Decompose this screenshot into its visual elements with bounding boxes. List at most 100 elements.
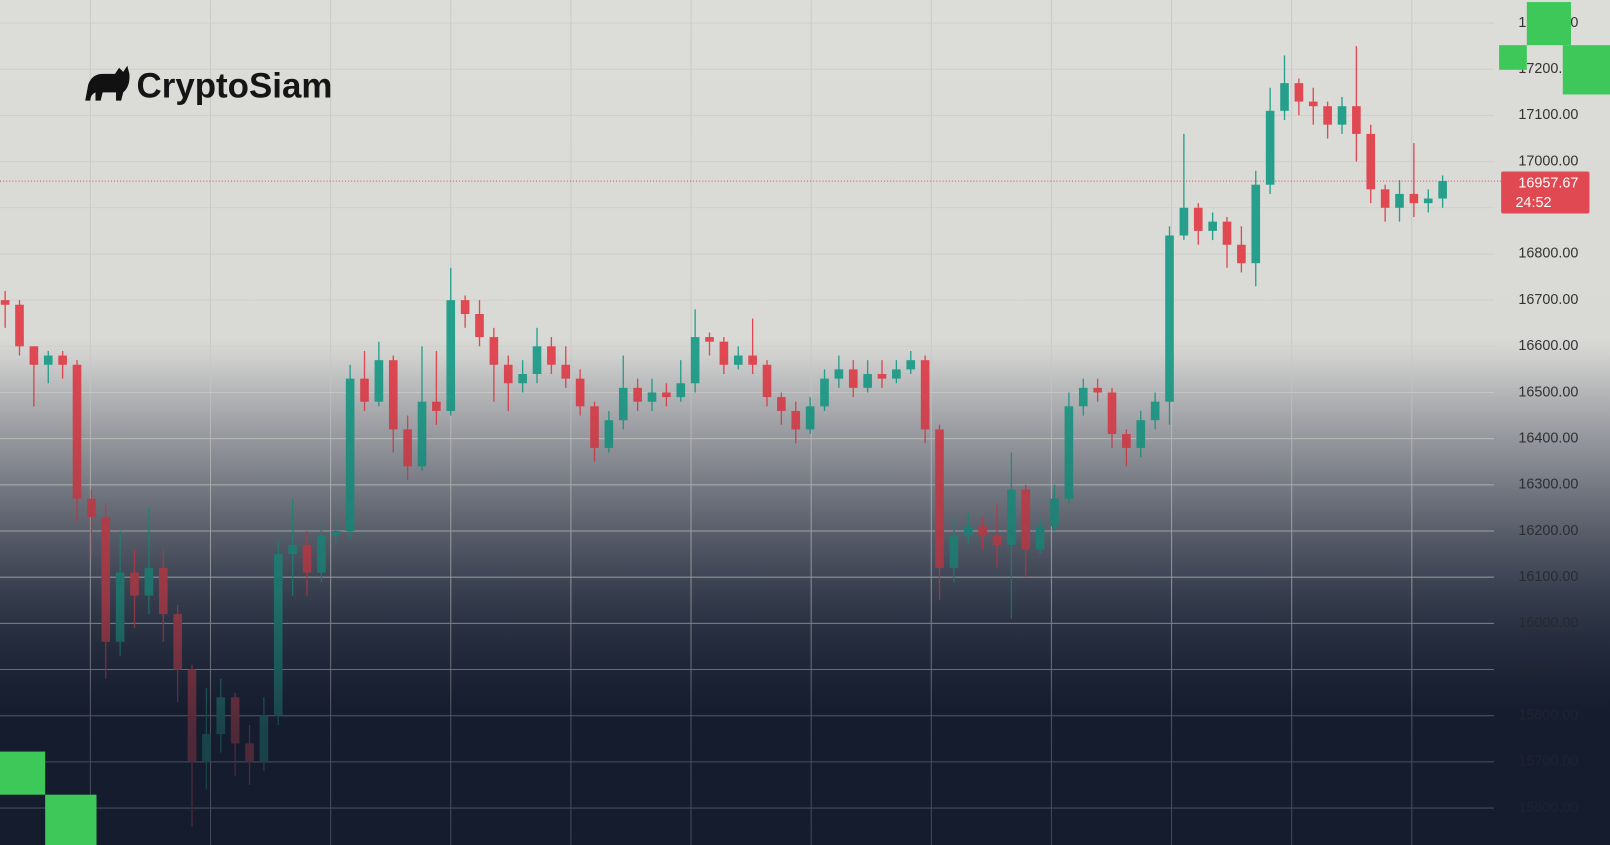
- candle-body: [834, 369, 844, 379]
- candle-body: [273, 554, 283, 716]
- y-tick-label: 16500.00: [1518, 384, 1578, 400]
- candle-body: [417, 401, 427, 467]
- decor-square: [1562, 45, 1610, 95]
- candle-body: [1150, 401, 1160, 421]
- candle-body: [1122, 434, 1131, 448]
- candle-body: [187, 669, 197, 762]
- candle-body: [748, 355, 757, 365]
- candle-body: [618, 387, 628, 421]
- candle-body: [360, 378, 369, 402]
- y-tick-label: 15800.00: [1518, 708, 1578, 724]
- candle-body: [1208, 221, 1217, 231]
- y-tick-label: 15700.00: [1518, 754, 1578, 770]
- candle-body: [388, 360, 398, 430]
- candle-body: [101, 517, 111, 642]
- candle-body: [403, 429, 412, 467]
- candle-body: [1007, 489, 1016, 545]
- candle-body: [43, 355, 53, 365]
- candle-body: [690, 337, 700, 384]
- y-tick-label: 16600.00: [1518, 338, 1578, 354]
- countdown: 24:52: [1516, 195, 1552, 211]
- candle-body: [1165, 235, 1174, 402]
- decor-square: [1499, 45, 1527, 70]
- candle-body: [259, 715, 269, 762]
- candle-body: [72, 364, 82, 499]
- candle-body: [1294, 83, 1304, 102]
- candle-body: [202, 734, 211, 762]
- candle-body: [863, 374, 872, 388]
- candle-body: [58, 355, 67, 365]
- logo: CryptoSiam: [85, 65, 333, 106]
- candle-body: [158, 567, 168, 615]
- candle-body: [317, 535, 326, 573]
- y-tick-label: 16100.00: [1518, 569, 1578, 585]
- candle-body: [1251, 184, 1261, 264]
- candle-body: [820, 378, 829, 407]
- candle-body: [1438, 181, 1447, 199]
- candle-body: [1237, 244, 1246, 264]
- candle-body: [791, 410, 801, 430]
- candle-body: [460, 300, 470, 314]
- candle-body: [1409, 193, 1419, 204]
- candle-body: [87, 498, 96, 518]
- candle-body: [633, 387, 642, 402]
- y-tick-label: 15600.00: [1518, 800, 1578, 816]
- candle-body: [877, 374, 887, 379]
- candle-body: [604, 420, 614, 448]
- candle-body: [432, 401, 441, 411]
- logo-icon: [85, 65, 130, 101]
- candle-body: [1380, 189, 1390, 208]
- candle-body: [230, 697, 240, 744]
- last-price-label: 16957.67: [1518, 176, 1578, 192]
- candle-body: [1222, 221, 1232, 245]
- candle-body: [331, 531, 341, 536]
- candle-body: [963, 526, 973, 536]
- candle-body: [1280, 83, 1289, 111]
- candle-body: [561, 364, 571, 379]
- candle-body: [1193, 207, 1203, 231]
- candle-body: [1050, 498, 1059, 527]
- candle-body: [503, 364, 513, 384]
- brand: CryptoSiam: [137, 67, 333, 106]
- candle-body: [705, 337, 714, 342]
- candle-body: [518, 374, 527, 384]
- candle-body: [719, 341, 729, 365]
- candle-body: [575, 378, 585, 407]
- candle-body: [733, 355, 743, 365]
- candle-body: [1366, 133, 1376, 190]
- decor-square: [45, 794, 97, 845]
- candle-body: [29, 346, 39, 365]
- candle-body: [1035, 526, 1045, 550]
- y-tick-label: 16000.00: [1518, 615, 1578, 631]
- candle-body: [1395, 193, 1404, 208]
- decor-square: [0, 751, 46, 795]
- candle-body: [590, 406, 599, 448]
- candle-body: [345, 378, 355, 532]
- candle-body: [302, 544, 312, 573]
- candle-body: [1093, 387, 1102, 393]
- candle-body: [762, 364, 772, 398]
- candle-body: [848, 369, 858, 388]
- candle-body: [662, 392, 671, 398]
- candle-body: [920, 360, 930, 430]
- candle-body: [1423, 198, 1433, 204]
- candle-body: [1337, 106, 1347, 125]
- candle-body: [1107, 392, 1117, 435]
- candle-body: [892, 369, 901, 379]
- candle-body: [1308, 101, 1318, 107]
- candle-body: [1352, 106, 1361, 134]
- candle-body: [446, 300, 456, 411]
- price-tag-box: [1501, 171, 1590, 214]
- candle-body: [130, 572, 139, 596]
- candle-body: [1323, 106, 1332, 125]
- candle-body: [0, 300, 10, 305]
- candle-body: [978, 526, 987, 536]
- y-tick-label: 16800.00: [1518, 246, 1578, 262]
- candle-body: [288, 544, 297, 555]
- candle-body: [1021, 489, 1031, 550]
- candle-body: [1265, 110, 1275, 185]
- candle-body: [777, 397, 786, 411]
